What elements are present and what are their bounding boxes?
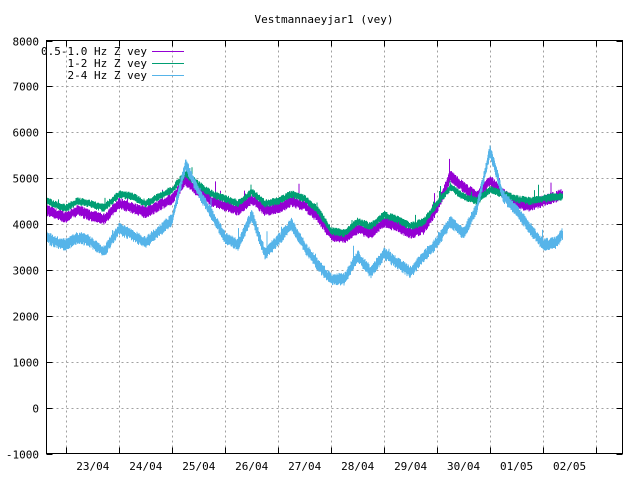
y-tick-label: 2000 <box>13 311 40 324</box>
x-tick-label: 23/04 <box>76 460 109 473</box>
y-tick-label: 7000 <box>13 81 40 94</box>
legend-label: 1-2 Hz Z vey <box>68 57 148 70</box>
x-tick-label: 02/05 <box>553 460 586 473</box>
x-tick-label: 26/04 <box>235 460 268 473</box>
y-tick-label: 1000 <box>13 357 40 370</box>
x-tick-label: 01/05 <box>500 460 533 473</box>
y-tick-label: 0 <box>32 403 39 416</box>
plot-frame <box>46 40 623 454</box>
series-layer <box>46 145 563 286</box>
y-tick-label: 5000 <box>13 173 40 186</box>
y-tick-label: 3000 <box>13 265 40 278</box>
x-tick-label: 29/04 <box>394 460 427 473</box>
x-axis-ticks: 23/04 24/04 25/04 26/04 27/04 28/04 29/04 30/04… <box>66 40 597 473</box>
x-tick-label: 25/04 <box>182 460 215 473</box>
y-axis-ticks: -1000 0 1000 2000 3000 4000 5000 6000 7000 8000 <box>6 36 623 462</box>
series-3-line <box>46 145 563 286</box>
y-tick-label: 8000 <box>13 36 40 49</box>
y-tick-label: -1000 <box>6 449 39 462</box>
x-tick-label: 28/04 <box>341 460 374 473</box>
chart-title: Vestmannaeyjar1 (vey) <box>254 13 393 26</box>
x-tick-label: 30/04 <box>447 460 480 473</box>
y-tick-label: 6000 <box>13 127 40 140</box>
x-tick-label: 27/04 <box>288 460 321 473</box>
x-tick-label: 24/04 <box>129 460 162 473</box>
y-tick-label: 4000 <box>13 219 40 232</box>
grid <box>46 40 623 454</box>
legend-label: 2-4 Hz Z vey <box>68 69 148 82</box>
legend-label: 0.5-1.0 Hz Z vey <box>41 45 147 58</box>
